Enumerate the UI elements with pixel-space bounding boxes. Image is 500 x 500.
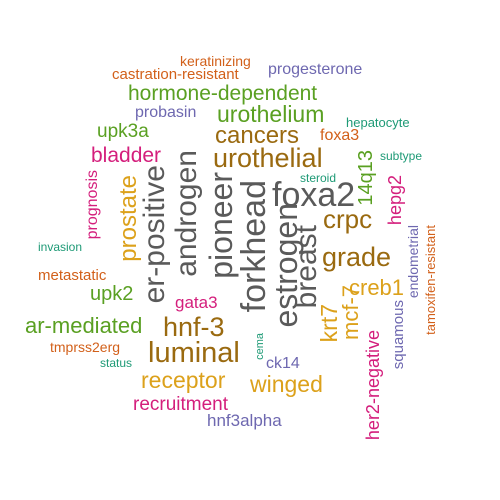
word-crpc: crpc xyxy=(323,204,373,234)
word-keratinizing: keratinizing xyxy=(180,53,251,69)
word-urothelium: urothelium xyxy=(217,101,325,127)
word-hnf-3: hnf-3 xyxy=(163,312,225,342)
word-gata3: gata3 xyxy=(175,293,218,312)
word-endometrial: endometrial xyxy=(405,225,421,299)
word-subtype: subtype xyxy=(380,149,423,163)
word-tmprss2erg: tmprss2erg xyxy=(50,339,121,355)
word-hormone-dependent: hormone-dependent xyxy=(128,82,318,105)
word-androgen: androgen xyxy=(170,150,203,277)
word-breast: breast xyxy=(290,225,323,309)
word-hepatocyte: hepatocyte xyxy=(346,115,410,130)
word-progesterone: progesterone xyxy=(268,61,363,78)
word-er-positive: er-positive xyxy=(138,165,171,304)
word-receptor: receptor xyxy=(141,367,226,393)
word-ck14: ck14 xyxy=(266,355,300,372)
word-squamous: squamous xyxy=(390,300,407,370)
word-metastatic: metastatic xyxy=(38,267,107,284)
word-castration-resistant: castration-resistant xyxy=(112,66,239,83)
word-urothelial: urothelial xyxy=(213,143,323,173)
word-winged: winged xyxy=(250,371,323,397)
word-creb1: creb1 xyxy=(349,275,405,300)
word-pioneer: pioneer xyxy=(203,172,239,279)
word-prognosis: prognosis xyxy=(84,170,101,240)
word-foxa2: foxa2 xyxy=(272,176,356,214)
word-cancers: cancers xyxy=(215,122,300,149)
word-tamoxifen-resistant: tamoxifen-resistant xyxy=(423,225,438,335)
word-hepg2: hepg2 xyxy=(385,175,405,226)
word-mcf-7: mcf-7 xyxy=(338,285,363,340)
word-probasin: probasin xyxy=(135,104,197,121)
word-upk2: upk2 xyxy=(90,283,134,305)
word-foxa3: foxa3 xyxy=(320,127,360,144)
word-her2-negative: her2-negative xyxy=(363,330,383,441)
word-14q13: 14q13 xyxy=(355,150,377,206)
word-forkhead: forkhead xyxy=(235,180,273,313)
word-status: status xyxy=(100,356,133,370)
word-ar-mediated: ar-mediated xyxy=(25,313,143,338)
word-invasion: invasion xyxy=(38,240,83,254)
word-upk3a: upk3a xyxy=(97,121,149,142)
word-bladder: bladder xyxy=(91,144,162,167)
word-cema: cema xyxy=(254,333,266,360)
word-recruitment: recruitment xyxy=(133,394,229,415)
word-grade: grade xyxy=(322,242,392,272)
word-hnf3alpha: hnf3alpha xyxy=(207,411,282,430)
word-steroid: steroid xyxy=(300,171,337,185)
word-luminal: luminal xyxy=(148,337,240,369)
